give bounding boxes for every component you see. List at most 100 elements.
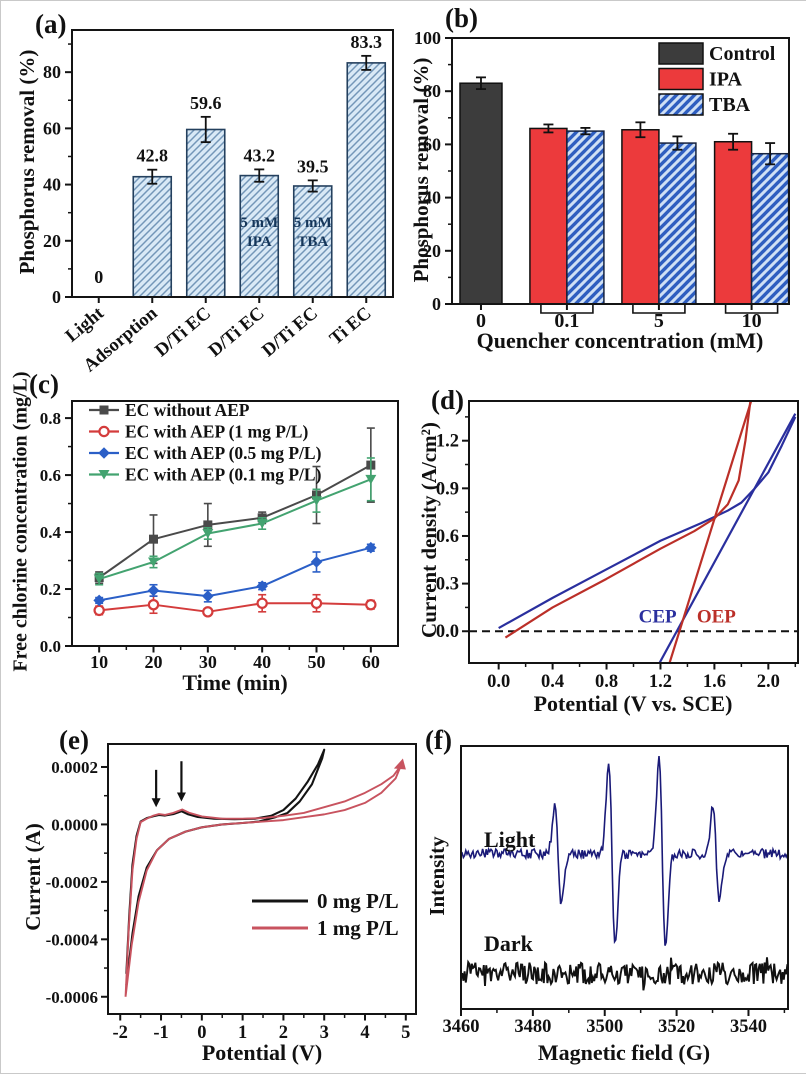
- svg-text:IPA: IPA: [709, 69, 743, 91]
- svg-text:42.8: 42.8: [137, 146, 169, 166]
- panel-b-label: (b): [445, 3, 478, 33]
- svg-text:0.0: 0.0: [436, 622, 459, 642]
- svg-text:0.6: 0.6: [436, 527, 459, 547]
- panel-f-label: (f): [425, 725, 452, 755]
- svg-text:10: 10: [90, 652, 108, 672]
- svg-text:40: 40: [43, 175, 61, 195]
- svg-text:IPA: IPA: [247, 234, 272, 250]
- svg-text:3520: 3520: [658, 1017, 695, 1037]
- svg-text:D/Ti EC: D/Ti EC: [152, 304, 215, 362]
- svg-text:30: 30: [199, 652, 217, 672]
- svg-text:CEP: CEP: [639, 607, 677, 628]
- panel-c: 0.0 0.2 0.4 0.6 0.8 10 20 30 40 50 60 EC without AE…: [40, 400, 380, 672]
- svg-text:80: 80: [43, 62, 61, 82]
- bar-Ti EC: [346, 62, 387, 298]
- svg-text:0.8: 0.8: [40, 409, 61, 428]
- svg-text:Dark: Dark: [484, 931, 534, 956]
- panel-a-label: (a): [35, 9, 67, 39]
- svg-text:-0.0002: -0.0002: [46, 873, 98, 892]
- svg-text:83.3: 83.3: [351, 32, 383, 52]
- panel-d-ylabel: Current density (A/cm²): [416, 422, 441, 638]
- series-line: [98, 478, 372, 581]
- svg-text:-2: -2: [113, 1023, 128, 1043]
- panel-d-xlabel: Potential (V vs. SCE): [533, 691, 733, 716]
- svg-text:0.3: 0.3: [436, 575, 459, 595]
- bar-D/Ti EC: [239, 174, 280, 298]
- svg-text:0: 0: [197, 1023, 206, 1043]
- bar-tba: [658, 142, 697, 305]
- bar-ipa: [529, 127, 568, 305]
- svg-text:5 mM: 5 mM: [294, 215, 332, 231]
- panel-e-label: (e): [59, 725, 89, 755]
- cv-curve-1 mg P/L: [124, 764, 402, 997]
- panel-b-ylabel: Phosphorus removal (%): [408, 57, 433, 283]
- legend-swatch-Control: [658, 42, 704, 65]
- svg-text:3500: 3500: [586, 1017, 623, 1037]
- down-arrow-icon: [151, 798, 161, 808]
- panel-f: Light Dark 3460 3480 3500 3520 3540: [443, 756, 788, 1037]
- svg-text:1: 1: [238, 1023, 247, 1043]
- svg-text:Light: Light: [62, 303, 109, 347]
- curve-CEP: [498, 416, 797, 630]
- svg-text:Control: Control: [709, 43, 776, 65]
- svg-text:3460: 3460: [443, 1017, 480, 1037]
- svg-text:TBA: TBA: [709, 94, 751, 116]
- svg-text:40: 40: [253, 652, 271, 672]
- svg-text:80: 80: [423, 81, 441, 101]
- svg-text:2: 2: [279, 1023, 288, 1043]
- panel-f-ylabel: Intensity: [424, 836, 449, 916]
- svg-text:3: 3: [320, 1023, 329, 1043]
- bar-tba: [750, 152, 790, 305]
- svg-text:40: 40: [423, 188, 441, 208]
- epr-trace-Dark: [461, 957, 788, 991]
- svg-text:0.4: 0.4: [541, 672, 564, 692]
- panel-c-ylabel: Free chlorine concentration (mg/L): [9, 371, 32, 672]
- svg-text:50: 50: [308, 652, 326, 672]
- svg-text:Light: Light: [484, 827, 536, 852]
- svg-text:60: 60: [423, 134, 441, 154]
- svg-text:-0.0006: -0.0006: [46, 988, 98, 1007]
- svg-text:0: 0: [94, 267, 103, 287]
- svg-text:0.8: 0.8: [595, 672, 618, 692]
- red-arrowhead-icon: [393, 758, 406, 770]
- legend-swatch-IPA: [658, 67, 704, 91]
- svg-text:1 mg P/L: 1 mg P/L: [317, 916, 399, 940]
- svg-text:1.2: 1.2: [436, 432, 459, 452]
- svg-text:D/Ti EC: D/Ti EC: [205, 304, 268, 362]
- panel-d-label: (d): [431, 385, 464, 415]
- svg-text:10: 10: [742, 310, 762, 332]
- svg-text:100: 100: [414, 28, 441, 48]
- svg-text:1.6: 1.6: [703, 672, 726, 692]
- bar-ipa: [621, 129, 660, 305]
- svg-text:39.5: 39.5: [297, 156, 329, 176]
- legend-swatch-TBA: [658, 93, 704, 116]
- svg-text:0.0: 0.0: [40, 637, 61, 656]
- panel-e-ylabel: Current (A): [20, 823, 45, 931]
- svg-text:20: 20: [423, 241, 441, 261]
- svg-text:0.1: 0.1: [554, 310, 579, 332]
- svg-text:D/Ti EC: D/Ti EC: [259, 304, 322, 362]
- svg-text:0 mg P/L: 0 mg P/L: [317, 889, 399, 913]
- svg-text:2.0: 2.0: [757, 672, 780, 692]
- svg-text:0.0: 0.0: [487, 672, 510, 692]
- panel-e-xlabel: Potential (V): [201, 1040, 323, 1065]
- svg-text:3480: 3480: [514, 1017, 551, 1037]
- bar-tba: [566, 130, 605, 305]
- svg-text:0: 0: [52, 287, 61, 307]
- svg-text:1.2: 1.2: [649, 672, 672, 692]
- svg-text:0.2: 0.2: [40, 580, 61, 599]
- series-line: [98, 464, 372, 579]
- svg-text:0.0002: 0.0002: [51, 758, 98, 777]
- svg-text:0.9: 0.9: [436, 479, 459, 499]
- svg-text:59.6: 59.6: [190, 93, 222, 113]
- svg-text:0: 0: [432, 294, 441, 314]
- svg-text:20: 20: [43, 231, 61, 251]
- svg-text:TBA: TBA: [297, 234, 328, 250]
- svg-text:3540: 3540: [730, 1017, 767, 1037]
- svg-text:EC with AEP (1 mg P/L): EC with AEP (1 mg P/L): [125, 422, 308, 442]
- panel-d: CEP OEP 0.0 0.4 0.8 1.2 1.6 2.0 0.0 0.3 0.6 0.9 1.2: [436, 401, 798, 692]
- panel-c-xlabel: Time (min): [182, 670, 288, 695]
